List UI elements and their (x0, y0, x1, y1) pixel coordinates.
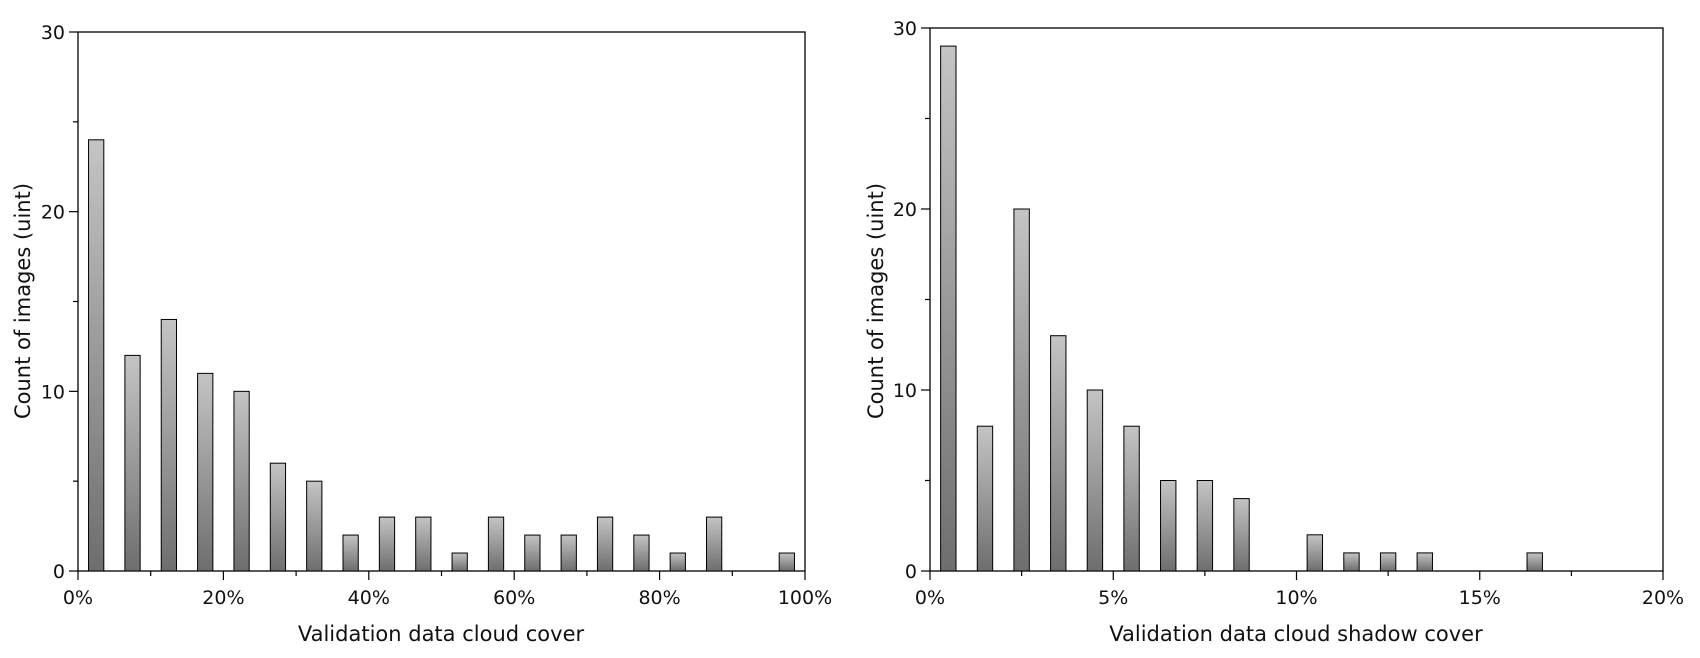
bar (976, 425, 994, 572)
bar (306, 480, 323, 572)
bar (378, 516, 396, 572)
bar (524, 534, 541, 572)
bar (778, 552, 795, 572)
bar (1343, 552, 1360, 572)
bar (1233, 498, 1250, 572)
y-tick-label: 10 (893, 380, 917, 402)
y-axis-title: Count of images (uint) (11, 183, 35, 419)
x-tick-label: 100% (778, 587, 832, 609)
x-tick-label: 15% (1459, 587, 1501, 609)
bar (940, 45, 957, 572)
x-tick-label: 10% (1275, 587, 1317, 609)
bar (1526, 552, 1543, 572)
x-tick-label: 60% (493, 587, 535, 609)
y-tick-label: 30 (41, 22, 65, 44)
bar (1086, 389, 1104, 572)
x-axis-title: Validation data cloud shadow cover (1109, 622, 1483, 646)
bar (415, 516, 432, 572)
bar (197, 372, 214, 572)
bar (1050, 335, 1067, 572)
x-tick-label: 40% (348, 587, 390, 609)
x-tick-label: 80% (638, 587, 680, 609)
bar (233, 390, 250, 572)
bar (560, 534, 577, 572)
y-tick-label: 0 (905, 561, 917, 583)
x-tick-label: 0% (915, 587, 945, 609)
bar (451, 552, 468, 572)
bar (160, 318, 178, 572)
bar (1306, 534, 1324, 572)
y-tick-label: 20 (893, 199, 917, 221)
bar (88, 139, 105, 572)
bar (1013, 208, 1030, 572)
chart-left: 0 10 20 30 0% 20% 40% 60% 80% 100% Validation da… (11, 22, 832, 646)
bar (269, 462, 287, 572)
bar (633, 534, 650, 572)
x-tick-label: 20% (202, 587, 244, 609)
y-tick-label: 0 (53, 561, 65, 583)
plot-frame (77, 31, 806, 572)
bar (487, 516, 505, 572)
bar (705, 516, 723, 572)
bar (669, 552, 686, 572)
bar (1123, 425, 1140, 572)
y-axis-title: Count of images (uint) (864, 183, 888, 419)
y-tick-label: 20 (41, 202, 65, 224)
x-axis-title: Validation data cloud cover (298, 622, 585, 646)
x-tick-label: 20% (1642, 587, 1684, 609)
x-tick-label: 5% (1098, 587, 1128, 609)
chart-right: 0 10 20 30 0% 5% 10% 15% 20% Validation data cl… (864, 18, 1684, 646)
bar (124, 354, 141, 572)
bar (596, 516, 614, 572)
bar (1416, 552, 1433, 572)
bar (342, 534, 359, 572)
plot-frame (929, 27, 1664, 572)
x-tick-label: 0% (63, 587, 93, 609)
bar (1160, 480, 1177, 572)
bar (1379, 552, 1397, 572)
y-tick-label: 30 (893, 18, 917, 40)
bar (1196, 480, 1214, 572)
y-tick-label: 10 (41, 381, 65, 403)
